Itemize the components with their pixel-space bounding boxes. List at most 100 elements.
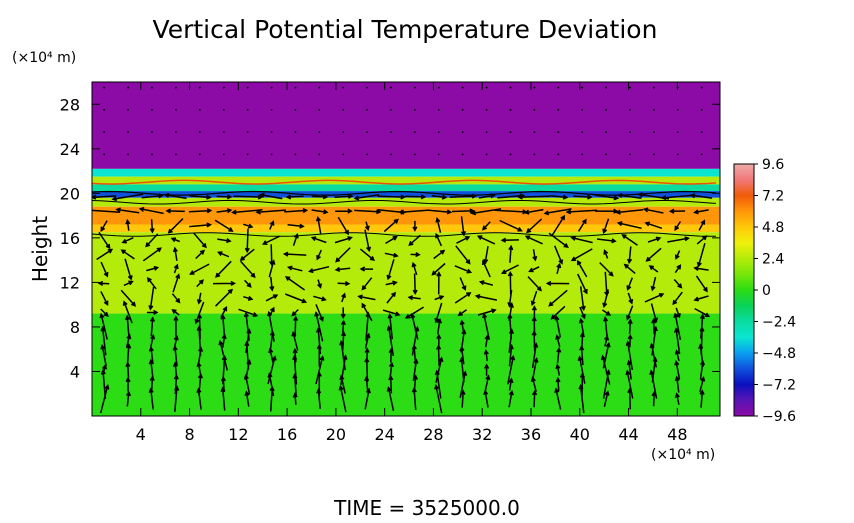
wind-arrow xyxy=(337,281,351,287)
y-tick-label: 8 xyxy=(70,318,80,337)
wind-arrow xyxy=(579,286,586,312)
wind-arrow xyxy=(268,306,275,318)
wind-arrow xyxy=(548,232,569,248)
wind-arrow xyxy=(695,275,708,293)
wind-arrow xyxy=(647,236,662,243)
wind-arrow xyxy=(404,306,424,319)
wind-arrow xyxy=(99,312,108,340)
wind-arrow xyxy=(435,217,442,233)
wind-arrow xyxy=(385,236,398,245)
wind-arrow-dot xyxy=(127,86,129,89)
wind-arrow xyxy=(674,264,682,274)
wind-arrow xyxy=(287,223,305,229)
wind-arrow xyxy=(412,220,418,232)
wind-arrow-dot xyxy=(509,108,512,111)
wind-arrow-dot xyxy=(318,108,321,111)
wind-arrow xyxy=(644,292,665,303)
wind-arrow xyxy=(282,251,307,257)
wind-arrow xyxy=(317,279,323,289)
wind-arrow xyxy=(100,220,108,232)
wind-arrow xyxy=(645,247,662,262)
wind-arrow-dot xyxy=(390,86,392,89)
wind-arrow xyxy=(217,238,232,244)
wind-arrow-dot xyxy=(318,86,321,89)
wind-arrow-dot xyxy=(174,108,177,111)
wind-arrow xyxy=(476,235,496,245)
wind-arrow xyxy=(625,369,634,399)
wind-arrow-dot xyxy=(485,131,488,134)
field-contour-2 xyxy=(92,232,716,237)
wind-arrow xyxy=(565,209,598,215)
wind-arrow xyxy=(122,300,133,324)
wind-arrow-dot xyxy=(581,153,584,156)
wind-arrow xyxy=(364,221,370,232)
wind-arrow-dot xyxy=(581,86,584,89)
wind-arrow xyxy=(334,236,353,244)
wind-arrow xyxy=(483,246,489,265)
wind-arrow xyxy=(364,347,370,363)
wind-arrow xyxy=(388,361,394,378)
wind-arrow xyxy=(244,228,250,254)
wind-arrow-dot xyxy=(437,131,440,134)
wind-arrow xyxy=(523,208,544,215)
wind-arrow xyxy=(556,262,562,274)
wind-arrow-dot xyxy=(629,86,631,89)
wind-arrow xyxy=(484,363,490,376)
wind-arrow xyxy=(196,292,202,305)
wind-arrow xyxy=(604,334,610,347)
colorbar-tick-label: −2.4 xyxy=(762,315,796,331)
wind-arrow xyxy=(603,390,610,407)
wind-arrow xyxy=(474,293,498,301)
wind-arrow xyxy=(507,270,513,295)
colorbar-tick-label: 4.8 xyxy=(762,220,784,236)
wind-arrow-dot xyxy=(366,153,369,156)
wind-arrow xyxy=(434,295,445,301)
wind-arrow xyxy=(460,328,467,353)
wind-arrow-dot xyxy=(174,153,177,156)
field-layer-8 xyxy=(92,232,720,314)
wind-arrow xyxy=(449,193,478,199)
wind-arrow xyxy=(398,209,430,215)
wind-arrow-dot xyxy=(222,108,225,111)
wind-arrow xyxy=(451,208,475,214)
wind-arrow xyxy=(555,363,561,376)
wind-arrow xyxy=(699,389,705,408)
wind-arrow-dot xyxy=(653,108,655,111)
wind-arrow xyxy=(551,214,566,236)
wind-arrow-dot xyxy=(270,131,273,134)
wind-arrow xyxy=(189,222,212,228)
wind-arrow xyxy=(141,193,164,199)
wind-arrow xyxy=(240,260,256,279)
wind-arrow-dot xyxy=(294,131,297,134)
wind-arrow xyxy=(436,271,442,295)
wind-arrow-dot xyxy=(605,108,608,111)
wind-arrow xyxy=(315,304,324,322)
wind-arrow xyxy=(626,305,634,321)
wind-arrow-dot xyxy=(676,108,679,111)
wind-arrow xyxy=(595,208,619,214)
wind-arrow xyxy=(650,276,657,292)
wind-arrow-dot xyxy=(127,131,129,134)
wind-arrow xyxy=(146,265,160,272)
wind-arrow xyxy=(623,263,636,274)
wind-arrow xyxy=(699,376,706,393)
wind-arrow xyxy=(313,295,327,302)
wind-arrow xyxy=(170,237,181,243)
x-axis: 4 8 12 16 20 24 28 32 36 40 44 48 xyxy=(136,82,688,444)
wind-arrow xyxy=(216,208,233,214)
wind-arrow xyxy=(673,312,682,341)
wind-arrow xyxy=(570,235,593,244)
wind-arrow xyxy=(457,309,468,317)
field-layer-0 xyxy=(92,82,720,169)
wind-arrow xyxy=(674,349,680,362)
wind-arrow xyxy=(172,345,178,366)
x-unit-label: (×10⁴ m) xyxy=(651,447,715,463)
wind-arrow xyxy=(216,194,233,200)
wind-arrow xyxy=(500,264,519,274)
wind-arrow xyxy=(361,277,373,291)
wind-arrow xyxy=(123,280,134,287)
wind-arrow-dot xyxy=(390,108,392,111)
wind-arrow xyxy=(627,292,634,305)
wind-arrow xyxy=(577,355,586,384)
wind-arrow-dot xyxy=(342,153,345,156)
